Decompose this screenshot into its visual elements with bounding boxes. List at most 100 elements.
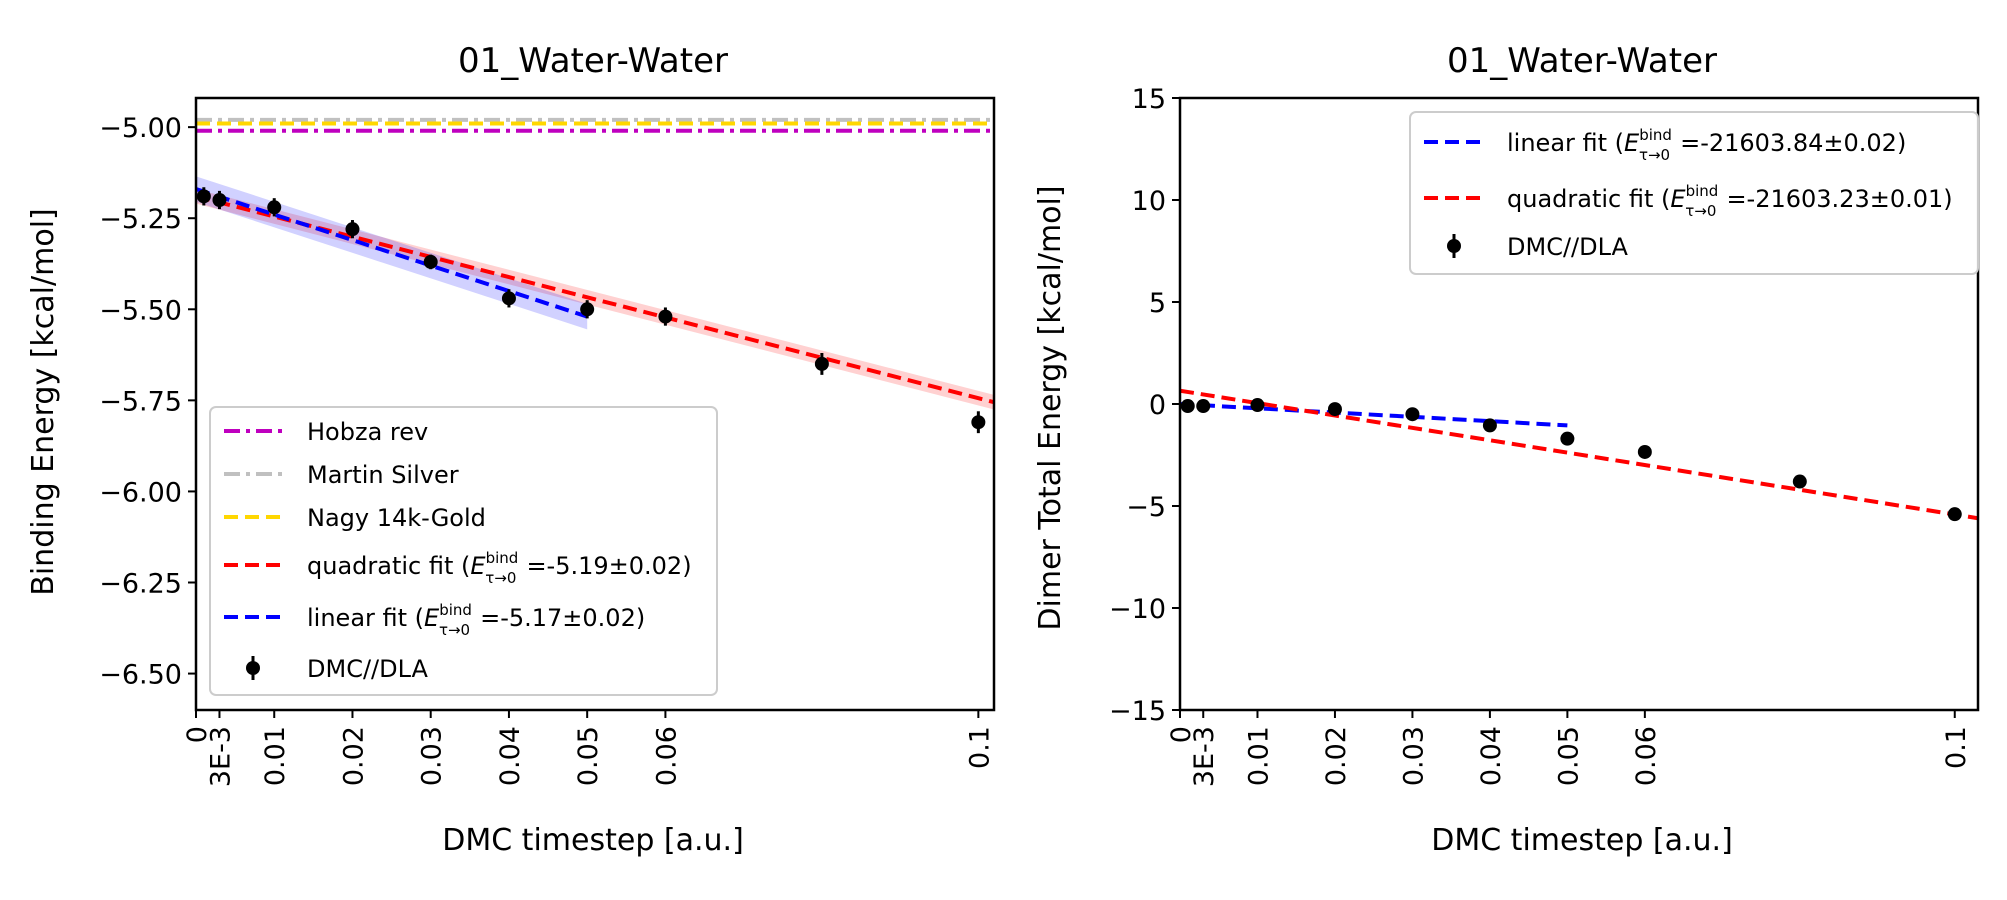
left-legend-linear-label: linear fit	[307, 604, 407, 632]
right-fit-line-0	[1180, 402, 1568, 428]
left-plot-content	[196, 117, 994, 434]
right-data-point-2	[1250, 398, 1265, 413]
left-fit-line-1	[196, 187, 588, 319]
left-data-point-9	[971, 415, 986, 430]
right-y-tick-label-5: 10	[1132, 186, 1166, 217]
right-x-tick-label-1: 3E-3	[1189, 726, 1220, 787]
right-legend-quadratic-value: =-21603.23±0.01	[1726, 185, 1943, 213]
left-x-tick-label-8: 0.1	[964, 726, 995, 769]
left-legend-quadratic-label: quadratic fit	[307, 552, 453, 580]
right-chart-title: 01_Water-Water	[1447, 41, 1717, 81]
left-legend-linear-symbol: E	[424, 604, 440, 632]
right-plot-content	[1180, 388, 1978, 522]
right-data-point-9	[1947, 507, 1962, 522]
left-legend-quadratic-text: quadratic fit (Ebind τ→0 =-5.19±0.02)	[307, 549, 692, 587]
left-legend-quadratic-sup: bind	[486, 549, 519, 567]
right-legend-quadratic-sup: bind	[1686, 182, 1719, 200]
left-plot-area: −6.50 −6.25 −6.00 −5.75 −5.50 −5.25 −5.00 03E-3…	[99, 96, 996, 787]
left-data-point-2	[267, 200, 282, 215]
left-x-axis-label: DMC timestep [a.u.]	[442, 823, 744, 858]
left-legend-linear-value: =-5.17±0.02	[480, 604, 636, 632]
right-x-tick-label-2: 0.01	[1243, 726, 1274, 786]
right-y-axis-label: Dimer Total Energy [kcal/mol]	[1033, 185, 1068, 630]
right-x-tick-label-4: 0.03	[1398, 726, 1429, 786]
left-data-point-0	[196, 189, 211, 204]
right-y-tick-label-6: 15	[1132, 84, 1166, 115]
left-legend-quadratic-sub: τ→0	[485, 569, 516, 587]
left-y-tick-label-3: −5.75	[99, 386, 182, 417]
left-x-tick-label-1: 3E-3	[205, 726, 236, 787]
left-legend-hobza-label: Hobza rev	[307, 418, 428, 446]
right-y-tick-label-4: 5	[1149, 288, 1166, 319]
left-data-point-1	[212, 193, 227, 207]
right-legend-quadratic-symbol: E	[1670, 185, 1686, 213]
left-axes-frame	[194, 96, 996, 712]
right-data-point-8	[1792, 474, 1807, 489]
left-chart-title: 01_Water-Water	[458, 41, 728, 81]
right-legend-linear-sub: τ→0	[1639, 146, 1670, 164]
left-legend-points-marker	[246, 661, 260, 675]
right-data-point-4	[1405, 407, 1420, 422]
right-y-tick-label-1: −10	[1109, 594, 1166, 625]
right-chart: 01_Water-Water DMC timestep [a.u.] Dimer…	[1033, 41, 1980, 858]
left-legend-quadratic-value: =-5.19±0.02	[526, 552, 682, 580]
left-x-tick-label-0: 0	[182, 726, 213, 743]
right-data-point-1	[1196, 399, 1211, 414]
left-fit-band-1	[196, 176, 588, 330]
left-x-tick-label-6: 0.05	[573, 726, 604, 786]
right-data-point-0	[1180, 399, 1195, 414]
right-legend-quadratic-text: quadratic fit (Ebind τ→0 =-21603.23±0.01)	[1507, 182, 1953, 220]
right-legend-linear-value: =-21603.84±0.02	[1680, 129, 1897, 157]
right-legend-linear-label: linear fit	[1507, 129, 1607, 157]
left-chart: 01_Water-Water DMC timestep [a.u.] Bindi…	[26, 41, 995, 858]
left-x-tick-label-2: 0.01	[260, 726, 291, 786]
right-x-tick-label-8: 0.1	[1941, 726, 1972, 769]
right-legend-quadratic-label: quadratic fit	[1507, 185, 1653, 213]
left-data-point-5	[501, 291, 516, 306]
left-legend: Hobza rev Martin Silver Nagy 14k-Gold qu…	[209, 406, 718, 696]
right-data-point-3	[1327, 402, 1342, 417]
right-data-point-5	[1482, 418, 1497, 433]
right-fit-line-1	[1180, 388, 1978, 521]
left-y-tick-label-2: −6.00	[99, 477, 182, 508]
left-legend-linear-sup: bind	[439, 601, 472, 619]
right-legend-points-marker	[1447, 239, 1461, 253]
left-legend-martin-label: Martin Silver	[307, 461, 459, 489]
left-legend-points-label: DMC//DLA	[307, 655, 429, 683]
left-data-point-3	[345, 222, 360, 237]
right-x-tick-label-5: 0.04	[1476, 726, 1507, 786]
right-legend-linear-sup: bind	[1639, 126, 1672, 144]
left-y-tick-label-5: −5.25	[99, 204, 182, 235]
left-legend-nagy-label: Nagy 14k-Gold	[307, 504, 486, 532]
right-legend-quadratic-sub: τ→0	[1685, 202, 1716, 220]
left-legend-linear-text: linear fit (Ebind τ→0 =-5.17±0.02)	[307, 601, 645, 639]
left-data-point-7	[658, 309, 673, 324]
right-legend-points-label: DMC//DLA	[1507, 233, 1629, 261]
right-legend-box	[1409, 111, 1979, 275]
right-y-tick-label-2: −5	[1126, 492, 1166, 523]
right-data-point-7	[1637, 444, 1652, 459]
right-y-tick-label-3: 0	[1149, 390, 1166, 421]
left-x-tick-label-5: 0.04	[495, 726, 526, 786]
left-data-point-6	[580, 302, 595, 317]
right-legend-linear-text: linear fit (Ebind τ→0 =-21603.84±0.02)	[1507, 126, 1906, 164]
right-x-axis-label: DMC timestep [a.u.]	[1431, 823, 1733, 858]
left-data-point-4	[423, 254, 438, 269]
left-y-tick-label-0: −6.50	[99, 660, 182, 691]
right-x-tick-label-3: 0.02	[1321, 726, 1352, 786]
right-data-point-6	[1560, 431, 1575, 446]
left-legend-box	[209, 406, 718, 696]
left-x-tick-label-3: 0.02	[338, 726, 369, 786]
left-legend-quadratic-symbol: E	[470, 552, 486, 580]
left-legend-linear-sub: τ→0	[439, 621, 470, 639]
left-x-tick-label-7: 0.06	[651, 726, 682, 786]
right-x-tick-label-7: 0.06	[1631, 726, 1662, 786]
right-x-tick-label-0: 0	[1166, 726, 1197, 743]
left-x-tick-label-4: 0.03	[417, 726, 448, 786]
left-y-tick-label-4: −5.50	[99, 295, 182, 326]
right-x-tick-label-6: 0.05	[1553, 726, 1584, 786]
right-legend-linear-symbol: E	[1624, 129, 1640, 157]
right-y-tick-label-0: −15	[1109, 696, 1166, 727]
